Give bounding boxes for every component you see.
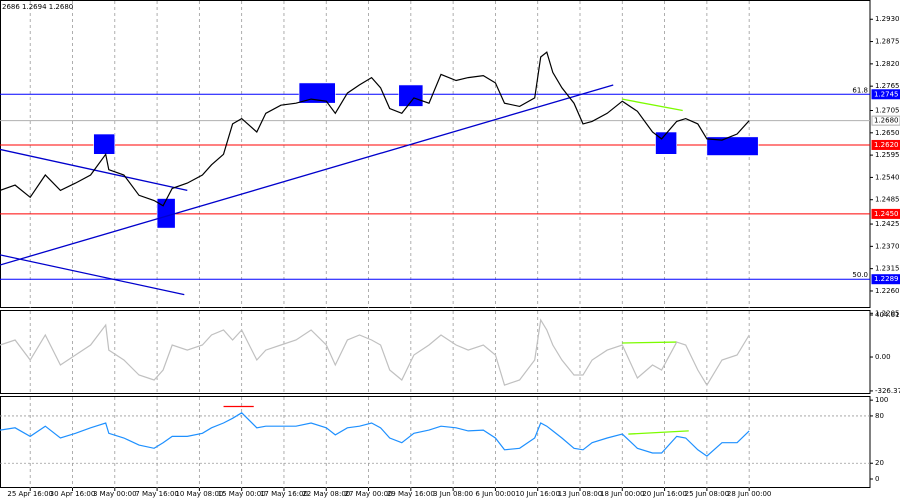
y-tick-label: 1.2705 [875, 106, 900, 114]
y-tick-label: 1.2425 [875, 220, 900, 228]
x-tick-label: 25 Jun 08:00 [685, 490, 729, 498]
x-tick-label: 3 May 00:00 [93, 490, 137, 498]
y-tick-label: 404.6122 [875, 311, 900, 319]
x-tick-label: 15 May 00:00 [218, 490, 266, 498]
y-tick-label: 20 [875, 459, 884, 467]
level-tag: 50.0 [852, 271, 868, 279]
x-tick-label: 10 Jun 16:00 [515, 490, 559, 498]
zone-box [655, 131, 677, 155]
x-tick-label: 25 Apr 16:00 [7, 490, 53, 498]
x-tick-label: 29 May 16:00 [387, 490, 435, 498]
level-label-box [871, 139, 900, 150]
x-tick-label: 7 May 16:00 [135, 490, 179, 498]
y-tick-label: 100 [875, 396, 888, 404]
zone-box [706, 136, 759, 156]
x-tick-label: 17 May 16:00 [260, 490, 308, 498]
x-tick-label: 13 Jun 08:00 [558, 490, 602, 498]
x-tick-label: 28 Jun 00:00 [727, 490, 771, 498]
level-label: 1.2289 [874, 275, 899, 283]
y-tick-label: 1.2485 [875, 196, 900, 204]
series-line [0, 318, 750, 387]
x-tick-label: 18 Jun 00:00 [600, 490, 644, 498]
level-label-box [871, 89, 900, 100]
y-tick-label: 1.2540 [875, 173, 900, 181]
y-tick-label: 80 [875, 412, 884, 420]
x-tick-label: 6 Jun 00:00 [475, 490, 515, 498]
y-tick-label: 1.2315 [875, 265, 900, 273]
y-tick-label: -326.377 [875, 387, 900, 395]
zone-box [398, 84, 424, 107]
zone-box [156, 198, 176, 229]
level-label: 1.2620 [874, 141, 899, 149]
trend-line [622, 341, 677, 344]
level-label: 1.2680 [874, 117, 899, 125]
y-tick-label: 0.00 [875, 353, 891, 361]
series-line [0, 412, 750, 457]
y-tick-label: 1.2820 [875, 60, 900, 68]
y-tick-label: 1.2765 [875, 82, 900, 90]
trend-line [628, 430, 689, 435]
zone-box [298, 82, 336, 104]
chart-title: 2686 1.2694 1.2680 [2, 3, 73, 11]
y-tick-label: 1.2875 [875, 38, 900, 46]
y-tick-label: 0 [875, 475, 879, 483]
level-label: 1.2745 [874, 90, 899, 98]
level-label-box [871, 274, 900, 285]
trend-line [622, 98, 683, 112]
level-label-box [871, 208, 900, 219]
y-tick-label: 1.2595 [875, 151, 900, 159]
level-tag: 61.8 [852, 86, 868, 94]
level-label: 1.2450 [874, 210, 899, 218]
trend-line [0, 84, 614, 266]
panel-frame [0, 310, 871, 394]
x-tick-label: 27 May 00:00 [345, 490, 393, 498]
panel-frame [0, 0, 871, 308]
y-tick-label: 1.2205 [875, 309, 900, 317]
level-label-box [871, 115, 900, 126]
y-tick-label: 1.2930 [875, 15, 900, 23]
y-tick-label: 1.2260 [875, 287, 900, 295]
zone-box [93, 133, 116, 155]
y-tick-label: 1.2650 [875, 129, 900, 137]
x-tick-label: 30 Apr 16:00 [50, 490, 96, 498]
panel-frame [0, 396, 871, 488]
y-tick-label: 1.2370 [875, 242, 900, 250]
trend-line [0, 254, 185, 296]
x-tick-label: 20 Jun 16:00 [642, 490, 686, 498]
series-line [0, 51, 750, 207]
x-tick-label: 3 Jun 08:00 [433, 490, 473, 498]
x-tick-label: 22 May 08:00 [302, 490, 350, 498]
x-tick-label: 10 May 08:00 [175, 490, 223, 498]
